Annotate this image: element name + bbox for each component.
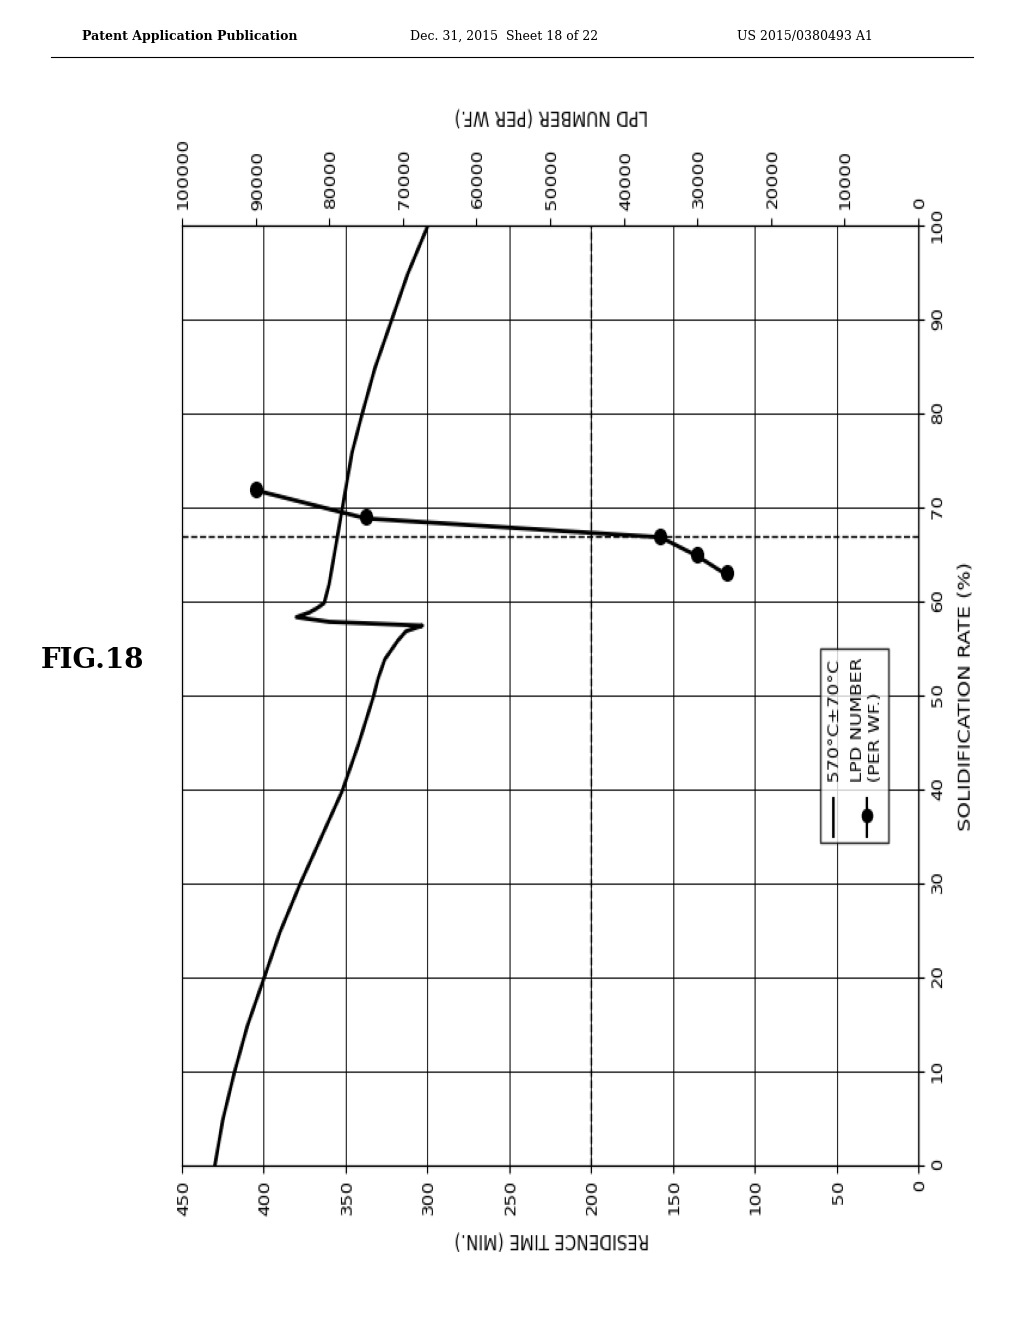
Text: Dec. 31, 2015  Sheet 18 of 22: Dec. 31, 2015 Sheet 18 of 22 xyxy=(410,29,598,42)
Text: US 2015/0380493 A1: US 2015/0380493 A1 xyxy=(737,29,873,42)
Text: FIG.18: FIG.18 xyxy=(40,647,144,673)
Text: Patent Application Publication: Patent Application Publication xyxy=(82,29,297,42)
